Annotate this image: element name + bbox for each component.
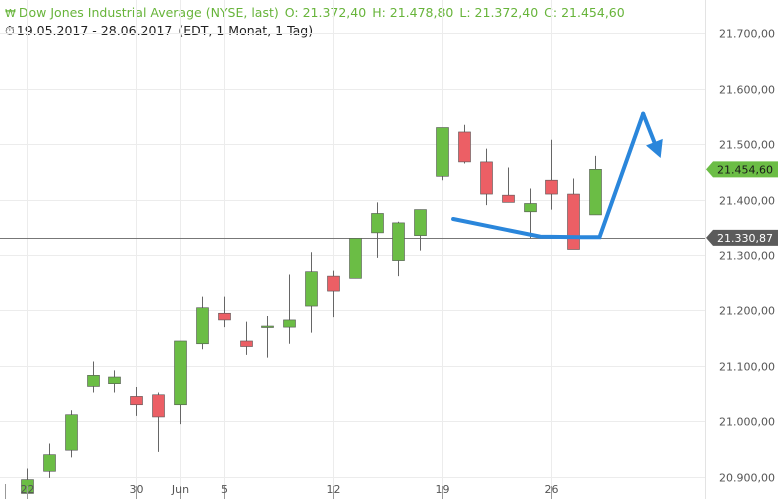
candle	[545, 139, 558, 210]
candle	[87, 361, 100, 393]
candle	[130, 387, 143, 416]
x-tick-label: 12	[327, 483, 341, 496]
candle-body	[524, 203, 537, 213]
candle	[196, 296, 209, 350]
candle	[414, 209, 427, 251]
candle-body	[108, 376, 121, 384]
x-tick-label: Jun	[171, 483, 189, 496]
candle-body	[196, 307, 209, 345]
candle	[392, 221, 405, 277]
candle-body	[305, 271, 318, 307]
candle-body	[436, 127, 449, 177]
candle	[218, 296, 231, 328]
y-tick-label: 21.300,00	[719, 250, 775, 263]
candle-body	[65, 414, 78, 451]
candles	[21, 124, 602, 499]
y-tick-label: 21.400,00	[719, 195, 775, 208]
candle-body	[130, 396, 143, 406]
candle	[480, 148, 493, 206]
x-tick-label: 30	[130, 483, 144, 496]
quote-line: ₩ Dow Jones Industrial Average (NYSE, las…	[5, 4, 631, 22]
candle-body	[545, 179, 558, 195]
candle	[65, 410, 78, 458]
x-tick-label: 22	[21, 483, 35, 496]
reference-price-badge: 21.330,87	[706, 229, 778, 246]
annotation	[451, 111, 663, 240]
candle-body	[240, 340, 253, 347]
candle	[502, 167, 515, 203]
candle	[261, 316, 274, 358]
candle-body	[589, 169, 602, 216]
y-tick-label: 20.900,00	[719, 472, 775, 485]
candle	[43, 443, 56, 478]
candle-body	[458, 131, 471, 163]
candle	[327, 270, 340, 318]
close-value: C: 21.454,60	[544, 5, 625, 20]
candle	[349, 238, 362, 279]
x-tick-label: 5	[221, 483, 228, 496]
candle-body	[261, 325, 274, 328]
y-tick-label: 21.600,00	[719, 84, 775, 97]
candle-body	[174, 340, 187, 406]
candle-body	[87, 375, 100, 387]
candle-body	[152, 394, 165, 418]
candle-body	[414, 209, 427, 236]
y-tick-label: 21.100,00	[719, 361, 775, 374]
y-axis: 20.900,00 21.000,00 21.100,00 21.200,00 21.3…	[719, 28, 775, 485]
y-tick-label: 21.500,00	[719, 139, 775, 152]
candle	[152, 392, 165, 452]
candle-body	[567, 193, 580, 250]
candle	[458, 124, 471, 164]
date-range: 19.05.2017 - 28.06.2017	[16, 23, 173, 38]
reference-price-badge-shape	[706, 229, 778, 246]
candle-body	[371, 213, 384, 234]
x-tick-label: 19	[436, 483, 450, 496]
candle	[371, 202, 384, 258]
x-tick-label: 26	[545, 483, 559, 496]
candle-body	[502, 194, 515, 203]
candle-body	[327, 275, 340, 292]
price-badges: 21.454,60 21.330,87	[706, 161, 778, 246]
y-tick-label: 21.200,00	[719, 305, 775, 318]
candle-body	[480, 161, 493, 195]
candle	[108, 370, 121, 393]
range-line: ⏱ 19.05.2017 - 28.06.2017 (EDT, 1 Monat, 1…	[5, 22, 631, 39]
clock-icon: ⏱	[5, 23, 15, 38]
high-value: H: 21.478,80	[372, 5, 454, 20]
candle	[174, 340, 187, 425]
open-value: O: 21.372,40	[284, 5, 367, 20]
candle	[305, 252, 318, 333]
candle-body	[283, 319, 296, 328]
candle-body	[349, 238, 362, 279]
current-price-badge: 21.454,60	[706, 161, 778, 178]
candle	[283, 274, 296, 344]
candle	[589, 155, 602, 216]
x-axis: 22 30 Jun 5 12 19 26	[5, 483, 559, 499]
y-tick-label: 21.000,00	[719, 416, 775, 429]
candle-body	[392, 222, 405, 261]
candle	[524, 188, 537, 239]
chart-settings: (EDT, 1 Monat, 1 Tag)	[178, 23, 314, 38]
candle	[436, 127, 449, 181]
candle	[240, 321, 253, 355]
candlestick-icon: ₩	[5, 7, 16, 20]
current-price-badge-shape	[706, 161, 778, 178]
candle-body	[43, 454, 56, 472]
low-value: L: 21.372,40	[459, 5, 539, 20]
instrument-title: Dow Jones Industrial Average (NYSE, last…	[18, 5, 279, 20]
grid	[0, 0, 706, 499]
candle-body	[218, 312, 231, 321]
annotation-path	[451, 111, 646, 240]
y-tick-label: 21.700,00	[719, 28, 775, 41]
current-price-badge-label: 21.454,60	[717, 163, 773, 176]
annotation-arrow-head	[646, 138, 663, 159]
reference-price-badge-label: 21.330,87	[717, 232, 773, 245]
chart-header: ₩ Dow Jones Industrial Average (NYSE, las…	[5, 4, 631, 39]
